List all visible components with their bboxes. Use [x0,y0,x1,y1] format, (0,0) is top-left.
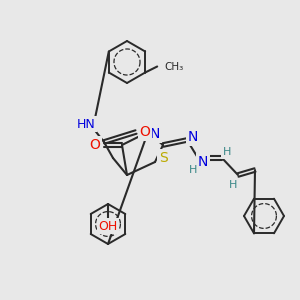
Text: N: N [198,155,208,169]
Text: O: O [90,138,101,152]
Text: S: S [159,151,167,165]
Text: H: H [223,147,231,157]
Text: N: N [188,130,198,144]
Text: O: O [140,125,150,139]
Text: N: N [150,127,160,141]
Text: HN: HN [76,118,95,130]
Text: CH₃: CH₃ [164,61,183,71]
Text: H: H [189,165,197,175]
Text: OH: OH [98,220,118,232]
Text: H: H [229,180,237,190]
